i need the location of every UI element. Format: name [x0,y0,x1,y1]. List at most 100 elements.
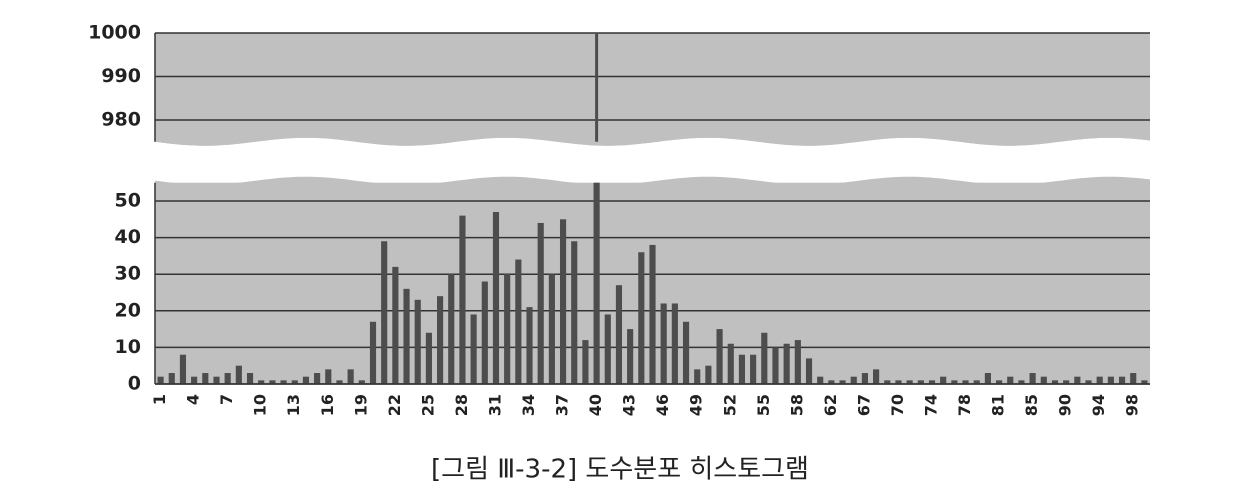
x-tick-label: 43 [620,394,639,416]
bar [1018,380,1025,384]
bar [246,373,254,384]
y-tick-label: 0 [128,373,141,395]
bar [660,303,667,384]
bar [1118,376,1126,384]
x-tick-label: 13 [284,394,303,416]
bar [336,380,343,384]
bar [962,380,969,384]
x-tick-label: 70 [888,394,907,416]
upper-edge [155,135,1150,146]
bar [504,274,511,384]
bar [940,376,947,384]
bar [1063,380,1070,384]
x-tick-label: 34 [519,394,538,416]
bar [481,281,488,384]
bar [895,380,902,384]
lower-edge [155,176,1150,189]
bar [604,314,611,384]
x-tick-label: 81 [989,394,1008,416]
bar [191,376,198,384]
x-tick-label: 10 [251,394,270,416]
bar [917,380,924,384]
bar [1096,376,1103,384]
x-tick-label: 46 [653,394,672,416]
bar [682,321,690,384]
bar [1107,376,1114,384]
x-tick-label: 1 [150,394,169,405]
bar [1074,376,1081,384]
bar [224,373,231,384]
y-tick-label: 20 [115,299,141,321]
x-tick-label: 25 [418,394,437,416]
bar [325,369,332,384]
y-tick-label: 50 [115,190,141,212]
x-tick-label: 98 [1123,394,1142,416]
bar [571,241,578,384]
bar [716,329,723,384]
bar [783,343,790,384]
bar [839,380,846,384]
bar [470,314,477,384]
bar [168,373,175,384]
chart-title: [그림 Ⅲ-3-2] 도수분포 히스토그램 [431,455,809,485]
y-tick-label: 40 [115,226,141,248]
bar [928,380,936,384]
x-tick-label: 55 [754,394,773,416]
y-tick-label: 30 [115,263,141,285]
bar [973,380,980,384]
bar [1051,380,1059,384]
bar [850,376,857,384]
x-tick-label: 28 [452,394,471,416]
x-tick-label: 67 [854,394,873,416]
bar [492,211,500,384]
bar [358,380,365,384]
bar [258,380,265,384]
bar [179,354,187,384]
y-tick-label: 10 [115,336,141,358]
bar [705,365,712,384]
bar [403,288,410,384]
bar [302,376,310,384]
x-tick-label: 94 [1089,394,1108,416]
x-tick-label: 58 [787,394,806,416]
bar [593,182,600,384]
bar [794,340,801,384]
bar [1040,376,1047,384]
bar [828,380,835,384]
bar [314,373,321,384]
x-tick-label: 74 [921,394,940,416]
upper-panel-body [155,33,1150,138]
bar [1141,380,1148,384]
x-tick-label: 52 [720,394,739,416]
y-tick-label: 980 [101,109,141,131]
bar [671,303,678,384]
bar [805,358,813,384]
bar [369,321,377,384]
bar [817,376,824,384]
bar [615,285,623,384]
x-tick-label: 19 [351,394,370,416]
bar [548,274,555,384]
bar [1130,373,1137,384]
bar [269,380,276,384]
bar [526,307,533,384]
bar [861,373,868,384]
bar [884,380,891,384]
bar [213,376,220,384]
bar [515,259,522,384]
bar [595,33,599,142]
bar [437,296,444,384]
bar [694,369,701,384]
bar [727,343,734,384]
bar [984,373,991,384]
bar [906,380,913,384]
y-tick-label: 1000 [88,22,141,44]
x-tick-label: 37 [553,394,572,416]
bar [448,274,455,384]
x-tick-label: 7 [217,394,236,405]
bar [202,373,209,384]
bar [995,380,1003,384]
bar [1007,376,1014,384]
bar [157,376,164,384]
x-tick-label: 40 [586,394,605,416]
